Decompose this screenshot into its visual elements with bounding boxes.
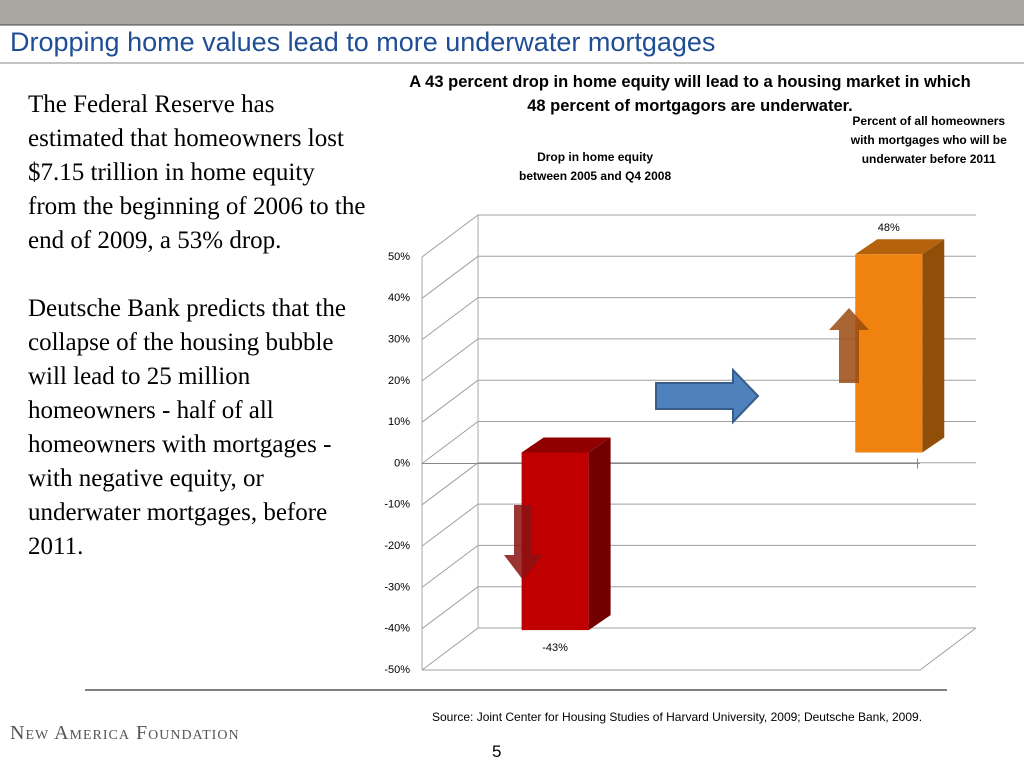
y-tick-label: 40% (388, 292, 410, 304)
y-tick-label: 0% (394, 457, 410, 469)
grid-line (421, 297, 976, 340)
grid-line (421, 503, 976, 547)
y-tick-label: -40% (384, 623, 410, 635)
logo: New America Foundation (10, 722, 240, 744)
bar (521, 452, 589, 631)
value-label: -43% (542, 642, 568, 654)
grid-line (421, 627, 976, 671)
grid-line (421, 255, 976, 299)
bar-top (521, 437, 611, 453)
grid-line (421, 214, 976, 258)
bar-side (922, 239, 945, 453)
y-tick-label: -20% (384, 540, 410, 552)
y-tick-label: 20% (388, 375, 410, 387)
right-arrow (655, 367, 760, 425)
paragraph: The Federal Reserve has estimated that h… (28, 91, 366, 254)
grid-line (421, 379, 976, 423)
floor-edge (422, 627, 977, 671)
bar-side (588, 437, 611, 631)
y-tick-label: -50% (384, 664, 410, 676)
bar-top (855, 239, 945, 255)
grid-line (421, 544, 976, 588)
y-tick-label: 50% (388, 251, 410, 263)
paragraph: Deutsche Bank predicts that the collapse… (28, 295, 346, 560)
y-tick-label: -30% (384, 581, 410, 593)
category-label: Drop in home equity between 2005 and Q4 … (519, 150, 672, 183)
bar (855, 254, 923, 453)
chart-title: A 43 percent drop in home equity will le… (409, 73, 971, 115)
value-label: 48% (878, 222, 900, 234)
body-text: The Federal Reserve has estimated that h… (28, 88, 368, 564)
grid-line (421, 462, 976, 506)
decor (504, 308, 869, 580)
y-tick-label: -10% (384, 499, 410, 511)
page-number: 5 (492, 742, 502, 761)
grid-line (421, 586, 976, 630)
top-bar (0, 0, 1024, 25)
y-tick-label: 30% (388, 334, 410, 346)
grid-line (421, 421, 976, 464)
source: Source: Joint Center for Housing Studies… (432, 710, 923, 724)
slide-title: Dropping home values lead to more underw… (10, 27, 716, 57)
y-tick-label: 10% (388, 416, 410, 428)
up-arrow (829, 308, 869, 383)
down-arrow (504, 505, 542, 580)
grid-line (421, 338, 976, 382)
category-label: Percent of all homeowners with mortgages… (850, 114, 1007, 166)
